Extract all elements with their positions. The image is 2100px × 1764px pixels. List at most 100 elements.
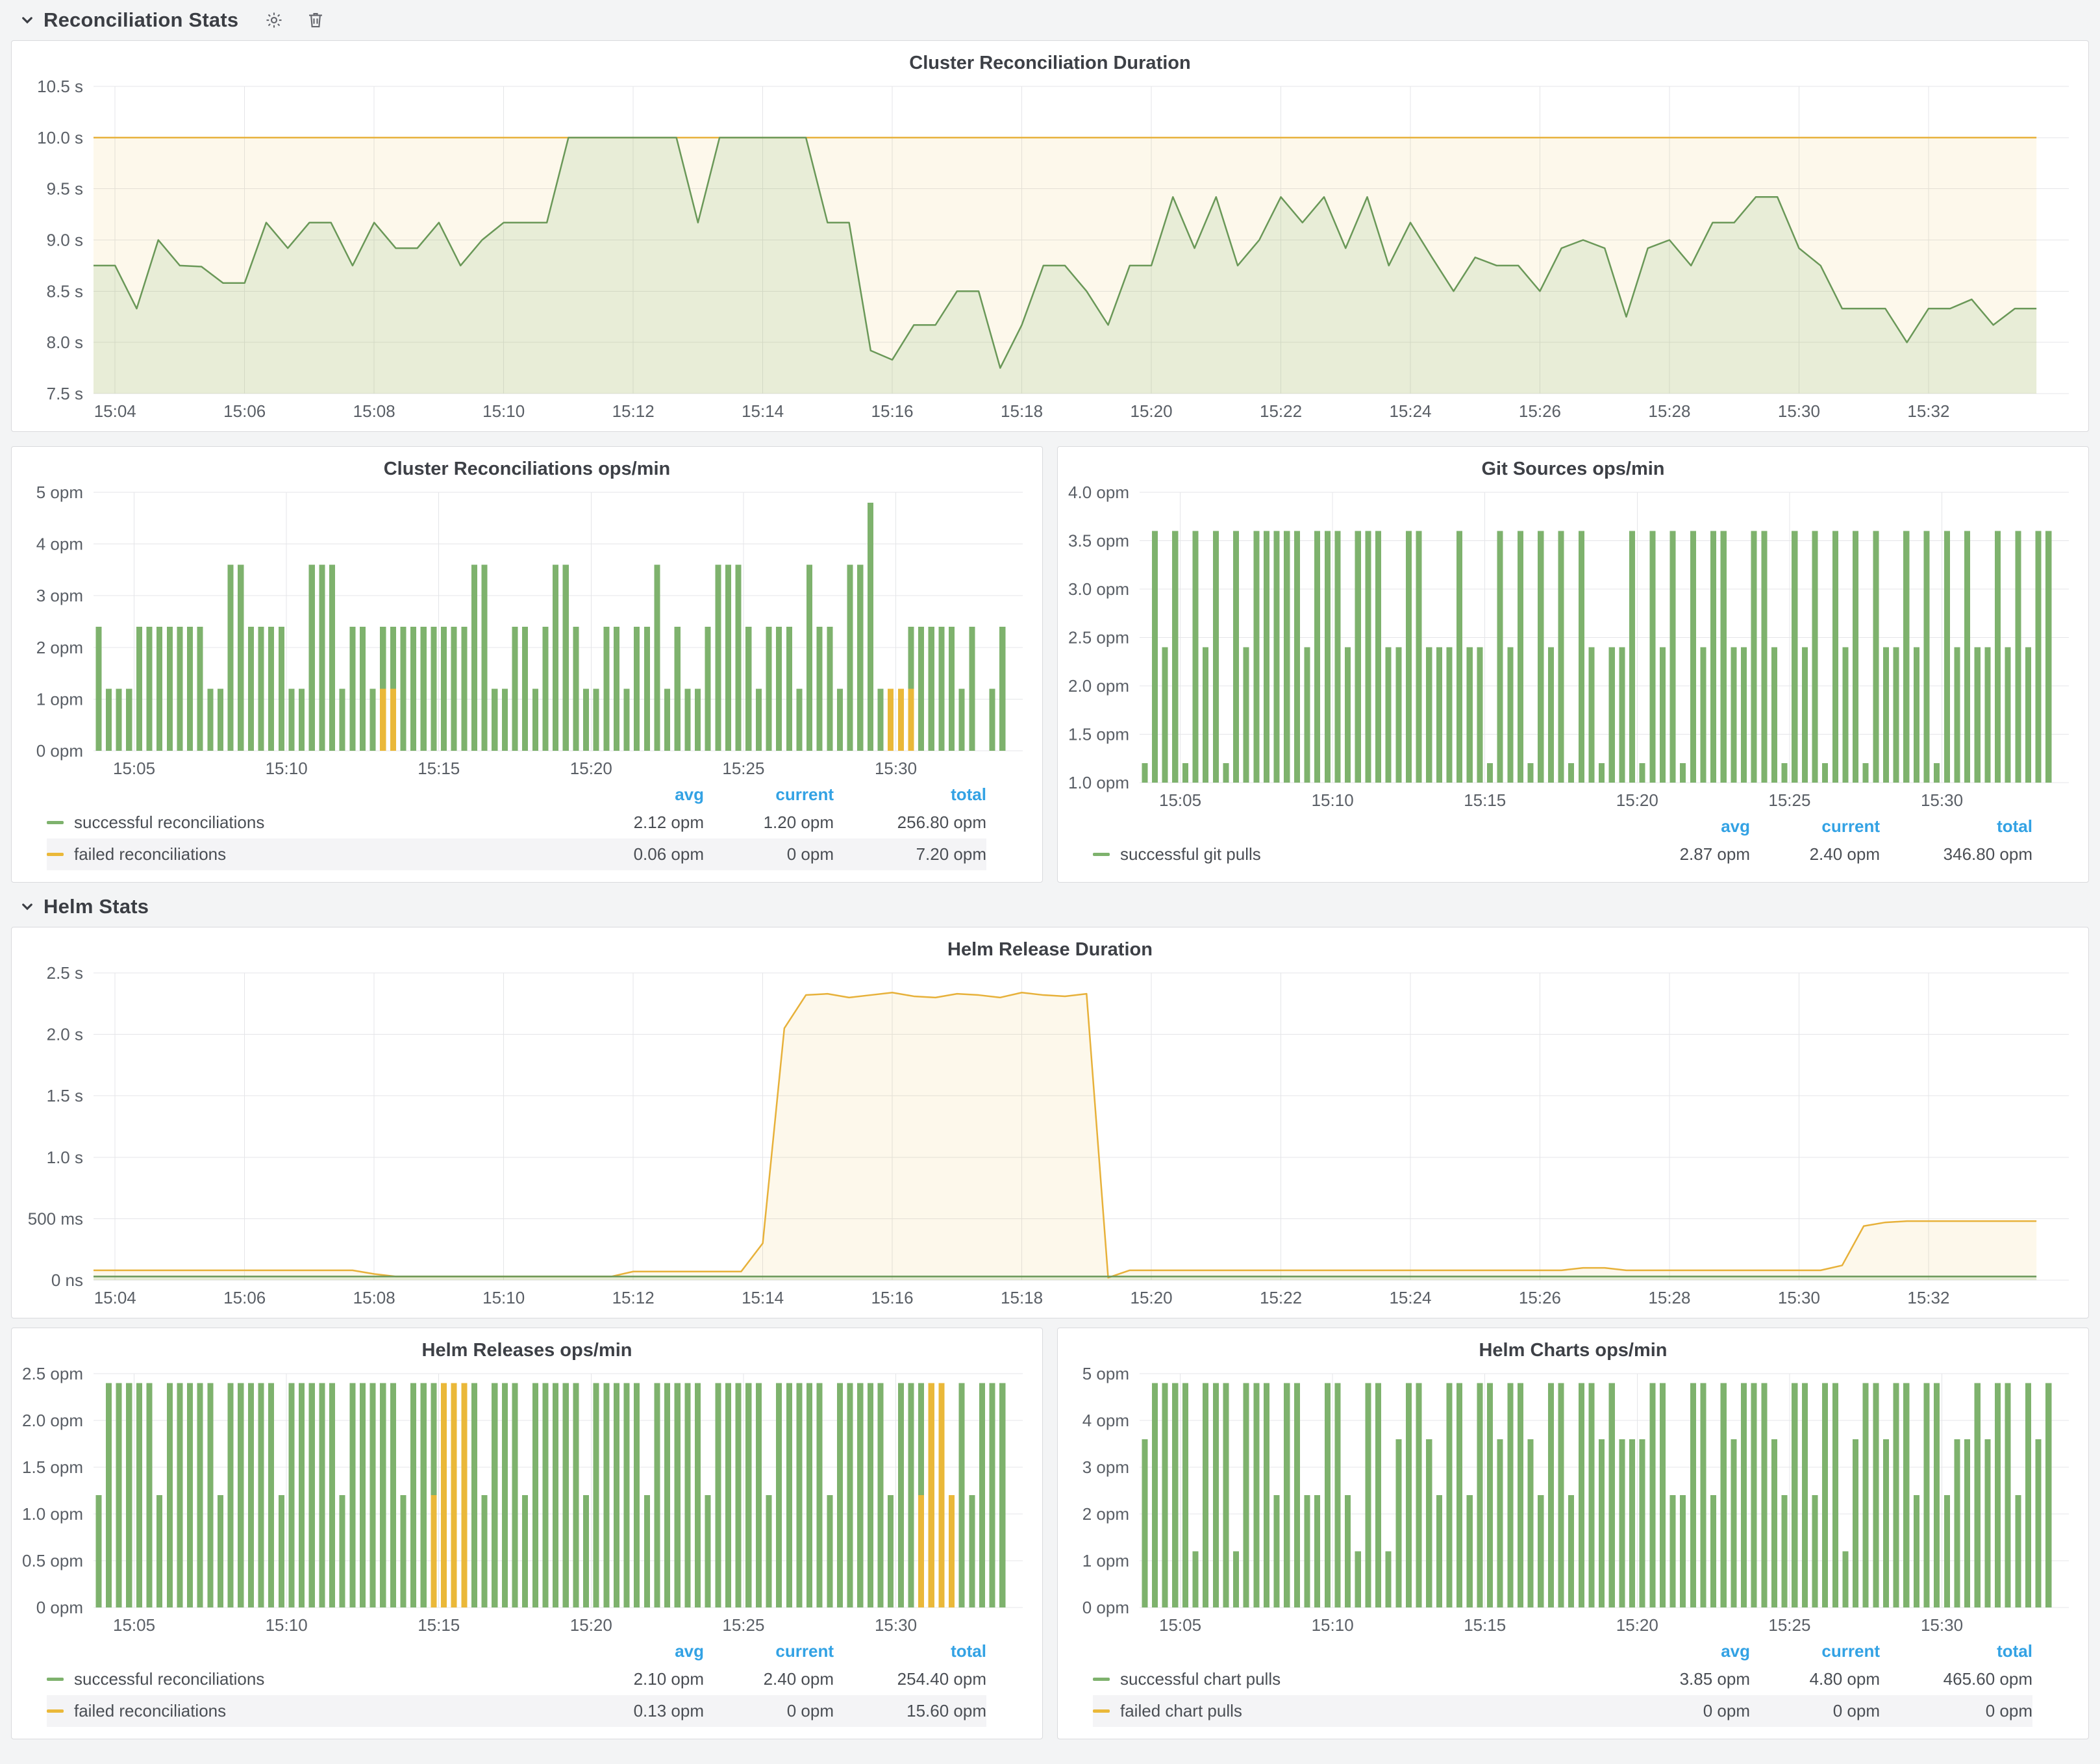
git-ops-bar: [1782, 763, 1788, 783]
legend-header-current[interactable]: current: [704, 785, 834, 805]
helm-releases-bar: [908, 1383, 914, 1607]
x-tick-label: 15:22: [1260, 401, 1302, 421]
cluster-ops-bar: [349, 627, 355, 751]
legend-header-row: avg current total: [1093, 814, 2032, 838]
helm-releases-bar: [390, 1383, 396, 1607]
legend-label: failed reconciliations: [74, 844, 226, 864]
helm-releases-bar: [228, 1383, 234, 1607]
helm-charts-bar: [1244, 1383, 1249, 1607]
cluster-ops-bar: [938, 627, 944, 751]
y-tick-label: 5 opm: [36, 483, 83, 502]
git-ops-bar: [1345, 647, 1351, 783]
cluster-ops-bar: [969, 627, 975, 751]
legend-header-avg[interactable]: avg: [561, 785, 704, 805]
helm-charts-bar: [1883, 1439, 1889, 1607]
panel-title[interactable]: Cluster Reconciliations ops/min: [21, 455, 1033, 483]
legend-header-total[interactable]: total: [834, 785, 986, 805]
helm-charts-bar: [1914, 1495, 1919, 1607]
cluster-ops-bar: [177, 627, 182, 751]
y-tick-label: 9.5 s: [47, 179, 83, 199]
helm-charts-bar: [1934, 1383, 1940, 1607]
x-tick-label: 15:32: [1907, 401, 1949, 421]
git-ops-bar: [1253, 531, 1259, 783]
helm-charts-ops-chart[interactable]: 5 opm4 opm3 opm2 opm1 opm0 opm15:0515:10…: [1067, 1365, 2079, 1637]
cluster-ops-bar: [360, 627, 366, 751]
legend-header-total[interactable]: total: [1880, 1641, 2032, 1661]
git-ops-bar: [1233, 531, 1239, 783]
helm-charts-svg: 5 opm4 opm3 opm2 opm1 opm0 opm15:0515:10…: [1067, 1365, 2079, 1637]
legend-header-avg[interactable]: avg: [1607, 816, 1750, 837]
helm-releases-bar: [684, 1383, 690, 1607]
x-tick-label: 15:25: [722, 1615, 764, 1635]
panel-title[interactable]: Cluster Reconciliation Duration: [21, 49, 2079, 77]
helm-releases-bar: [675, 1383, 681, 1607]
cluster-ops-bar: [573, 627, 579, 751]
helm-release-duration-chart[interactable]: 2.5 s2.0 s1.5 s1.0 s500 ms0 ns15:0415:06…: [21, 964, 2079, 1310]
helm-charts-bar: [1456, 1383, 1462, 1607]
git-ops-bar: [1619, 647, 1625, 783]
x-tick-label: 15:15: [418, 1615, 460, 1635]
cluster-ops-bar: [288, 688, 294, 751]
helm-charts-bar: [1548, 1383, 1554, 1607]
panel-title[interactable]: Helm Releases ops/min: [21, 1336, 1033, 1365]
helm-charts-bar: [1964, 1439, 1970, 1607]
y-tick-label: 3.5 opm: [1068, 531, 1129, 551]
helm-charts-bar: [1721, 1383, 1727, 1607]
git-ops-bar: [1284, 531, 1290, 783]
helm-charts-bar: [1731, 1439, 1736, 1607]
cluster-ops-bar: [197, 627, 203, 751]
helm-releases-bar: [238, 1383, 244, 1607]
helm-releases-bar: [715, 1383, 721, 1607]
cluster-ops-bar: [654, 564, 660, 751]
legend-header-total[interactable]: total: [1880, 816, 2032, 837]
legend-header-current[interactable]: current: [1750, 1641, 1880, 1661]
cluster-ops-bar: [299, 688, 305, 751]
section-header-helm-stats[interactable]: Helm Stats: [11, 887, 2089, 927]
helm-charts-bar: [1253, 1383, 1259, 1607]
helm-charts-bar: [1792, 1383, 1797, 1607]
helm-releases-ops-chart[interactable]: 2.5 opm2.0 opm1.5 opm1.0 opm0.5 opm0 opm…: [21, 1365, 1033, 1637]
x-tick-label: 15:28: [1648, 401, 1690, 421]
cluster-ops-bar: [207, 688, 213, 751]
helm-releases-bar: [319, 1383, 325, 1607]
x-tick-label: 15:24: [1389, 1288, 1431, 1307]
git-ops-bar: [1873, 531, 1879, 783]
git-ops-bar: [1649, 531, 1655, 783]
legend-header-current[interactable]: current: [1750, 816, 1880, 837]
x-tick-label: 15:30: [1921, 790, 1963, 810]
panel-title[interactable]: Helm Charts ops/min: [1067, 1336, 2079, 1365]
git-ops-bar: [1894, 647, 1899, 783]
helm-releases-bar: [340, 1495, 345, 1607]
git-ops-bar: [1274, 531, 1280, 783]
y-tick-label: 8.0 s: [47, 333, 83, 352]
cluster-reconciliation-duration-chart[interactable]: 10.5 s10.0 s9.5 s9.0 s8.5 s8.0 s7.5 s15:…: [21, 77, 2079, 423]
git-ops-bar: [1660, 647, 1666, 783]
helm-releases-bar: [502, 1383, 508, 1607]
legend-header-current[interactable]: current: [704, 1641, 834, 1661]
cluster-ops-bar: [258, 627, 264, 751]
git-sources-ops-chart[interactable]: 4.0 opm3.5 opm3.0 opm2.5 opm2.0 opm1.5 o…: [1067, 483, 2079, 813]
x-tick-label: 15:20: [1616, 1615, 1658, 1635]
legend-header-avg[interactable]: avg: [1607, 1641, 1750, 1661]
helm-charts-bar: [1832, 1383, 1838, 1607]
series-color-dash: [1093, 853, 1110, 856]
x-tick-label: 15:05: [1159, 790, 1201, 810]
section-header-reconciliation-stats[interactable]: Reconciliation Stats: [11, 0, 2089, 40]
helm-releases-bar: [624, 1383, 630, 1607]
cluster-reconciliations-ops-chart[interactable]: 5 opm4 opm3 opm2 opm1 opm0 opm15:0515:10…: [21, 483, 1033, 781]
git-ops-bar: [1477, 647, 1482, 783]
git-ops-bar: [1822, 763, 1828, 783]
cluster-ops-bar: [908, 688, 914, 751]
cluster-ops-bar: [959, 688, 965, 751]
legend-header-avg[interactable]: avg: [561, 1641, 704, 1661]
helm-charts-bar: [1538, 1495, 1544, 1607]
gear-icon[interactable]: [264, 10, 284, 30]
helm-charts-bar: [1741, 1383, 1747, 1607]
legend-header-total[interactable]: total: [834, 1641, 986, 1661]
helm-charts-bar: [1761, 1383, 1767, 1607]
panel-title[interactable]: Helm Release Duration: [21, 935, 2079, 964]
panel-title[interactable]: Git Sources ops/min: [1067, 455, 2079, 483]
helm-releases-bar: [400, 1495, 406, 1607]
helm-releases-bar: [95, 1495, 101, 1607]
trash-icon[interactable]: [306, 10, 325, 30]
